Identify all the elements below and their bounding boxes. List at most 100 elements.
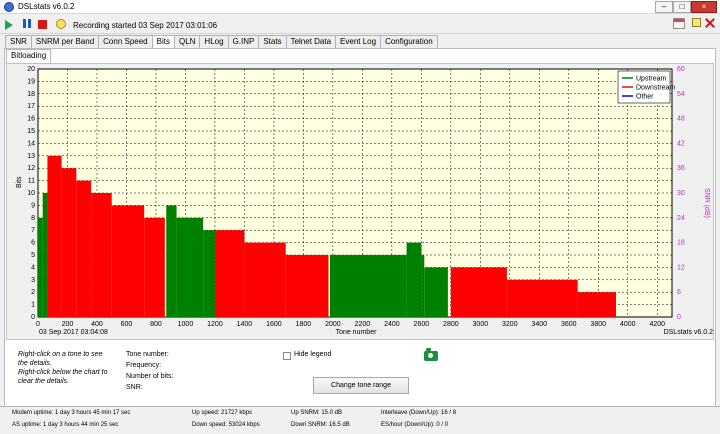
y-axis-title: Bits	[16, 176, 23, 188]
hide-legend-label: Hide legend	[294, 351, 332, 358]
bitloading-bar-downstream	[144, 217, 165, 317]
tab-qln[interactable]: QLN	[173, 35, 201, 49]
snr-tick-label: 30	[677, 190, 685, 197]
y-tick-label: 18	[27, 91, 35, 98]
y-tick-label: 8	[31, 215, 35, 222]
x-tick-label: 2200	[355, 321, 371, 328]
tone-number-label: Tone number:	[126, 351, 169, 358]
bitloading-bar-upstream	[421, 255, 425, 317]
bitloading-bar-downstream	[285, 255, 329, 317]
maximize-button[interactable]: □	[673, 1, 691, 13]
y-tick-label: 4	[31, 264, 35, 271]
x-tick-label: 1000	[178, 321, 194, 328]
bitloading-bar-downstream	[76, 180, 92, 317]
y-tick-label: 20	[27, 66, 35, 73]
bitloading-bar-upstream	[176, 217, 204, 317]
interleave: Interleave (Down/Up): 16 / 8	[381, 410, 457, 416]
x-tick-label: 1800	[296, 321, 312, 328]
down-snrm: Down SNRM: 16.5 dB	[291, 422, 350, 428]
x-tick-label: 0	[36, 321, 40, 328]
tab-configuration[interactable]: Configuration	[380, 35, 438, 49]
tab-conn-speed[interactable]: Conn Speed	[98, 35, 153, 49]
change-tone-range-button[interactable]: Change tone range	[313, 377, 409, 394]
tab-ginp[interactable]: G.INP	[227, 35, 260, 49]
bitloading-bar-downstream	[506, 279, 578, 317]
bulb-icon[interactable]	[56, 19, 66, 29]
bitloading-chart[interactable]: 0 1 2 3 4 5 6 7 8 9 10 11 12 13 14 15 16 17 18 19 20 0 200 400 6…	[6, 63, 714, 340]
y-tick-label: 7	[31, 227, 35, 234]
toolbar: Recording started 03 Sep 2017 03:01:06	[0, 15, 720, 34]
bitloading-bar-downstream	[61, 168, 77, 317]
y-tick-label: 2	[31, 289, 35, 296]
main-tabs: SNR SNRM per Band Conn Speed Bits QLN HL…	[5, 35, 438, 50]
x-tick-label: 3600	[561, 321, 577, 328]
y-tick-label: 6	[31, 240, 35, 247]
window-title: DSLstats v6.0.2	[18, 2, 75, 11]
snr-tick-label: 54	[677, 91, 685, 98]
camera-icon[interactable]	[424, 348, 438, 361]
bitloading-bar-downstream	[91, 193, 112, 317]
app-icon	[4, 2, 14, 12]
chart-timestamp: 03 Sep 2017 03:04:08	[39, 329, 108, 336]
snr-tick-label: 0	[677, 314, 681, 321]
tab-telnet-data[interactable]: Telnet Data	[285, 35, 337, 49]
modem-uptime: Modem uptime: 1 day 3 hours 45 min 17 se…	[12, 410, 131, 416]
y-tick-label: 16	[27, 116, 35, 123]
x-tick-label: 3800	[590, 321, 606, 328]
x-tick-label: 3200	[502, 321, 518, 328]
close-window-button[interactable]: ×	[691, 1, 717, 13]
x-tick-label: 800	[150, 321, 162, 328]
snr-tick-label: 36	[677, 165, 685, 172]
es-hour: ES/hour (Down/Up): 0 / 0	[381, 422, 449, 428]
subtab-bitloading[interactable]: Bitloading	[6, 49, 52, 63]
y-tick-label: 3	[31, 277, 35, 284]
x-tick-label: 2600	[414, 321, 430, 328]
number-of-bits-label: Number of bits:	[126, 373, 174, 380]
tab-stats[interactable]: Stats	[258, 35, 287, 49]
tone-details: Tone number: Frequency: Number of bits: …	[126, 349, 173, 393]
minimize-button[interactable]: –	[655, 1, 673, 13]
y-tick-label: 14	[27, 140, 35, 147]
bitloading-bar-upstream	[203, 230, 215, 317]
bitloading-bar-upstream	[424, 267, 448, 317]
stop-icon[interactable]	[38, 20, 47, 29]
bitloading-bar-upstream	[166, 205, 177, 317]
legend-label-upstream: Upstream	[636, 76, 667, 83]
y-tick-label: 10	[27, 190, 35, 197]
tab-snr[interactable]: SNR	[5, 35, 32, 49]
bitloading-bar-upstream	[38, 217, 43, 317]
as-uptime: AS uptime: 1 day 3 hours 44 min 25 sec	[12, 422, 119, 428]
bitloading-bar-downstream	[244, 242, 286, 317]
x-tick-label: 3000	[473, 321, 489, 328]
snr-tick-label: 6	[677, 289, 681, 296]
frequency-label: Frequency:	[126, 362, 162, 369]
calendar-icon[interactable]	[673, 18, 685, 29]
x-tick-label: 1400	[237, 321, 253, 328]
up-snrm: Up SNRM: 15.0 dB	[291, 410, 343, 416]
x-tick-label: 2800	[443, 321, 459, 328]
pause-icon[interactable]	[22, 18, 34, 30]
close-red-icon[interactable]	[705, 18, 715, 28]
bitloading-bar-downstream	[47, 155, 62, 317]
tab-snrm-per-band[interactable]: SNRM per Band	[30, 35, 100, 49]
y-tick-label: 5	[31, 252, 35, 259]
snr-tick-label: 48	[677, 116, 685, 123]
x-tick-label: 200	[62, 321, 74, 328]
tab-event-log[interactable]: Event Log	[335, 35, 382, 49]
hide-legend-checkbox[interactable]	[283, 352, 291, 360]
chart-watermark: DSLstats v6.0.2	[664, 329, 714, 336]
x-tick-label: 600	[121, 321, 133, 328]
x-axis-title: Tone number	[336, 329, 378, 336]
y-tick-label: 0	[31, 314, 35, 321]
bitloading-bar-downstream	[450, 267, 507, 317]
snr-label: SNR:	[126, 384, 143, 391]
bitloading-bar-upstream	[406, 242, 422, 317]
tab-hlog[interactable]: HLog	[199, 35, 229, 49]
x-tick-label: 4200	[649, 321, 665, 328]
x-tick-label: 3400	[532, 321, 548, 328]
window-icon[interactable]	[692, 18, 701, 27]
x-tick-label: 4000	[620, 321, 636, 328]
play-icon[interactable]	[5, 20, 13, 30]
recording-status: Recording started 03 Sep 2017 03:01:06	[73, 21, 218, 30]
